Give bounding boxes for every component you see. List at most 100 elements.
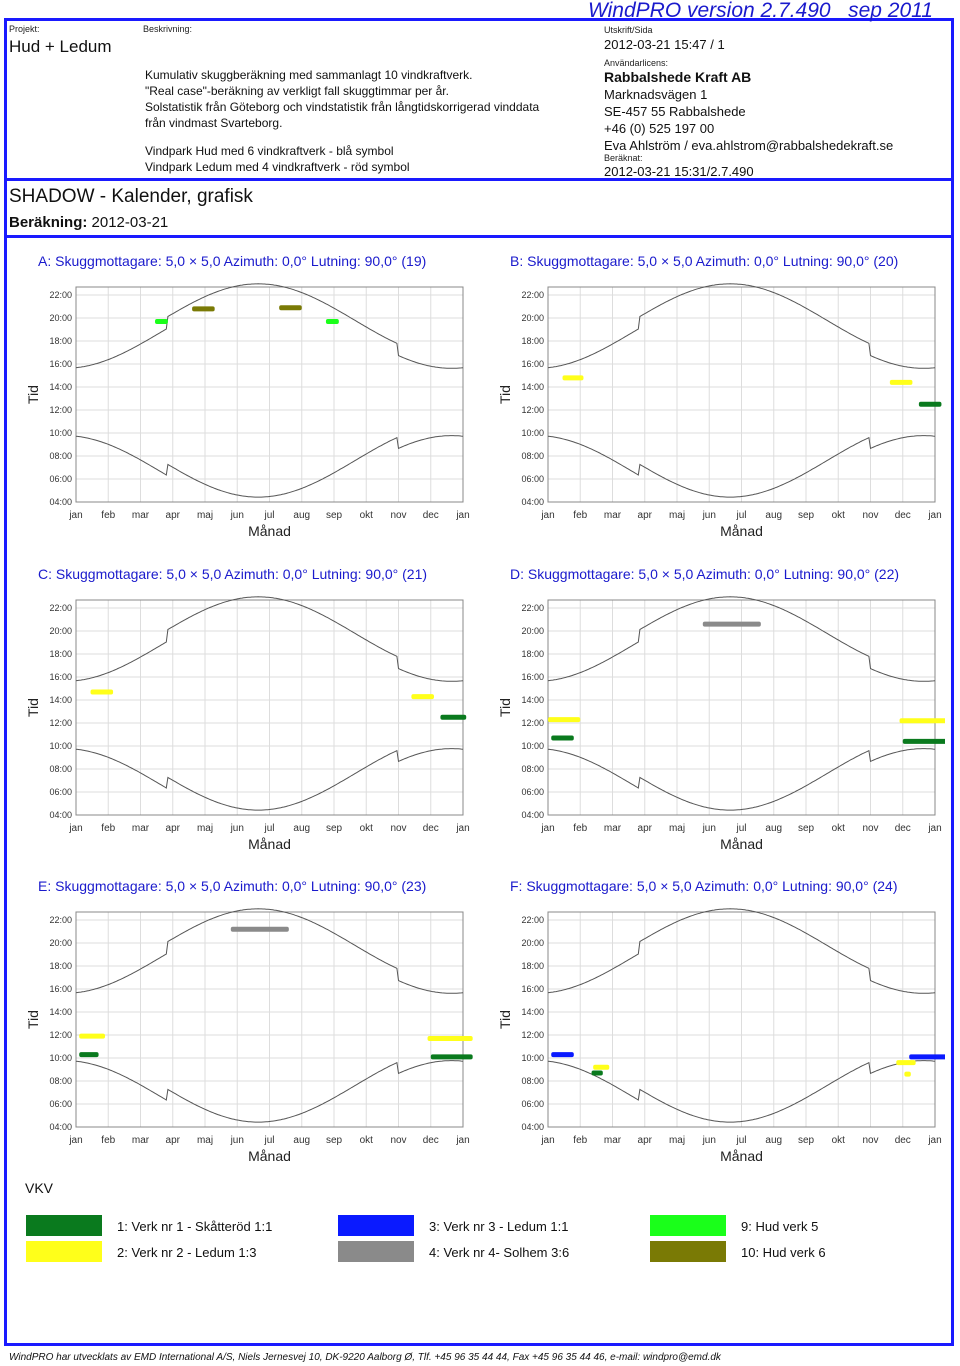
shadow-mark (562, 375, 584, 381)
x-tick-label: sep (798, 823, 815, 834)
x-tick-label: jul (263, 823, 274, 834)
y-tick-label: 14:00 (49, 382, 72, 392)
y-tick-label: 16:00 (49, 984, 72, 994)
x-tick-label: jan (927, 510, 941, 521)
panel-title: B: Skuggmottagare: 5,0 × 5,0 Azimuth: 0,… (510, 253, 899, 269)
sunset-curve (75, 596, 464, 682)
shadow-mark (591, 1070, 603, 1076)
y-tick-label: 04:00 (49, 1122, 72, 1132)
x-tick-label: jan (68, 510, 82, 521)
footer-text: WindPRO har utvecklats av EMD Internatio… (9, 1352, 721, 1363)
x-tick-label: sep (326, 1135, 343, 1146)
company-address: Marknadsvägen 1 SE-457 55 Rabbalshede +4… (604, 86, 893, 154)
x-tick-label: aug (765, 510, 782, 521)
x-tick-label: nov (862, 1135, 878, 1146)
y-tick-label: 12:00 (49, 1030, 72, 1040)
y-tick-label: 14:00 (521, 382, 544, 392)
shadow-mark (551, 735, 574, 741)
x-tick-label: mar (132, 823, 150, 834)
y-tick-label: 18:00 (49, 336, 72, 346)
x-tick-label: jan (927, 1135, 941, 1146)
y-tick-label: 08:00 (49, 764, 72, 774)
x-tick-label: okt (832, 1135, 846, 1146)
projekt-label: Projekt: (9, 24, 40, 34)
x-tick-label: mar (132, 510, 150, 521)
x-tick-label: maj (197, 823, 213, 834)
x-tick-label: feb (101, 1135, 115, 1146)
y-axis-label: Tid (25, 1010, 41, 1029)
shadow-calendar-chart: 22:00 20:00 18:00 16:00 14:00 12:00 10:00 08:00… (497, 908, 945, 1164)
y-tick-label: 20:00 (49, 938, 72, 948)
x-tick-label: sep (326, 823, 343, 834)
x-tick-label: mar (604, 1135, 622, 1146)
y-tick-label: 20:00 (521, 626, 544, 636)
shadow-mark (192, 306, 215, 312)
x-axis-label: Månad (720, 1148, 763, 1164)
y-tick-label: 20:00 (521, 938, 544, 948)
y-tick-label: 10:00 (521, 741, 544, 751)
y-tick-label: 18:00 (49, 649, 72, 659)
panel-title: C: Skuggmottagare: 5,0 × 5,0 Azimuth: 0,… (38, 566, 428, 582)
legend-swatch-3 (338, 1215, 414, 1236)
x-tick-label: jan (540, 823, 554, 834)
y-tick-label: 04:00 (49, 497, 72, 507)
y-tick-label: 04:00 (521, 1122, 544, 1132)
beskrivning-label: Beskrivning: (143, 24, 193, 34)
shadow-mark (889, 379, 913, 385)
utskrift-label: Utskrift/Sida (604, 25, 653, 35)
x-axis-label: Månad (720, 523, 763, 539)
x-tick-label: jun (702, 1135, 716, 1146)
y-tick-label: 16:00 (49, 672, 72, 682)
address-line: Eva Ahlström / eva.ahlstrom@rabbalshedek… (604, 138, 894, 153)
x-tick-label: jun (702, 510, 716, 521)
shadow-mark (702, 621, 761, 627)
shadow-mark (918, 401, 942, 407)
x-tick-label: aug (293, 823, 310, 834)
x-tick-label: maj (197, 1135, 213, 1146)
plot-border (75, 286, 464, 503)
x-tick-label: maj (669, 823, 685, 834)
sunset-curve (547, 908, 936, 994)
x-tick-label: apr (638, 510, 653, 521)
legend-swatch-1 (26, 1215, 102, 1236)
legend-label-4: 4: Verk nr 4- Solhem 3:6 (429, 1245, 570, 1260)
y-tick-label: 14:00 (521, 695, 544, 705)
legend-swatch-4 (338, 1241, 414, 1262)
shadow-mark (279, 305, 302, 311)
sunset-curve (547, 596, 936, 682)
sunrise-curve (75, 748, 464, 811)
x-tick-label: feb (573, 823, 587, 834)
x-tick-label: feb (573, 510, 587, 521)
shadow-mark (79, 1052, 99, 1058)
x-tick-label: aug (293, 1135, 310, 1146)
x-tick-label: nov (862, 510, 878, 521)
legend-label-9: 9: Hud verk 5 (741, 1219, 819, 1234)
page-frame (4, 18, 954, 1346)
y-tick-label: 18:00 (49, 961, 72, 971)
x-tick-label: jan (927, 823, 941, 834)
shadow-mark (440, 714, 467, 720)
shadow-mark (899, 718, 945, 724)
panel-title: D: Skuggmottagare: 5,0 × 5,0 Azimuth: 0,… (510, 566, 900, 582)
shadow-mark (79, 1033, 106, 1039)
y-tick-label: 22:00 (521, 915, 544, 925)
x-tick-label: jan (540, 510, 554, 521)
x-tick-label: apr (638, 823, 653, 834)
x-tick-label: mar (132, 1135, 150, 1146)
x-axis-label: Månad (248, 523, 291, 539)
shadow-calendar-chart: 22:00 20:00 18:00 16:00 14:00 12:00 10:00 08:00… (497, 596, 945, 852)
y-tick-label: 18:00 (521, 961, 544, 971)
x-tick-label: sep (798, 1135, 815, 1146)
y-tick-label: 08:00 (521, 451, 544, 461)
y-tick-label: 12:00 (521, 718, 544, 728)
y-axis-label: Tid (497, 1010, 513, 1029)
x-tick-label: maj (669, 1135, 685, 1146)
y-tick-label: 10:00 (521, 428, 544, 438)
y-tick-label: 12:00 (49, 405, 72, 415)
x-tick-label: feb (573, 1135, 587, 1146)
shadow-mark (430, 1054, 473, 1060)
x-tick-label: dec (423, 823, 439, 834)
sunrise-curve (75, 435, 464, 498)
shadow-mark (548, 717, 581, 723)
y-axis-label: Tid (25, 698, 41, 717)
